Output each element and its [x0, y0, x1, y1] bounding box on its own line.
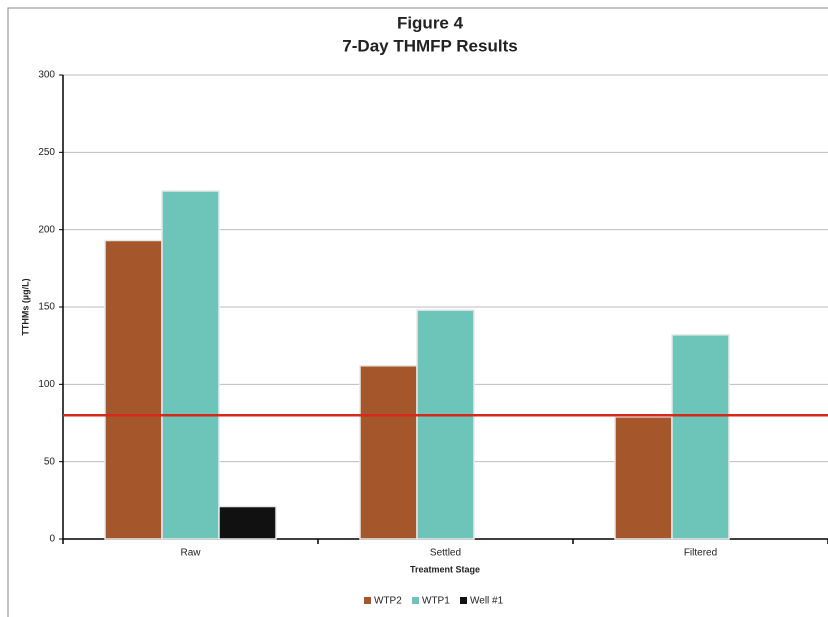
y-tick-label: 200: [38, 224, 55, 235]
x-tick-label: Filtered: [684, 548, 717, 559]
chart-subtitle: 7-Day THMFP Results: [342, 36, 517, 55]
x-axis-title: Treatment Stage: [410, 564, 480, 574]
y-tick-label: 100: [38, 379, 55, 390]
bar: [416, 309, 475, 540]
y-tick-label: 50: [44, 456, 56, 467]
legend-swatch: [460, 597, 467, 604]
chart-title: Figure 4: [397, 13, 464, 32]
y-tick-label: 250: [38, 147, 55, 158]
bar: [359, 365, 418, 540]
legend-label: Well #1: [470, 596, 504, 607]
y-tick-label: 300: [38, 70, 55, 81]
x-tick-label: Settled: [430, 548, 461, 559]
bar: [104, 239, 163, 540]
bar: [671, 334, 730, 540]
bar: [614, 416, 673, 540]
y-tick-label: 0: [49, 534, 55, 545]
legend-swatch: [364, 597, 371, 604]
y-axis-title: TTHMs (µg/L): [20, 278, 30, 335]
legend-swatch: [412, 597, 419, 604]
legend-label: WTP2: [374, 596, 402, 607]
bar: [218, 505, 277, 540]
legend-label: WTP1: [422, 596, 450, 607]
y-tick-label: 150: [38, 302, 55, 313]
bar: [161, 190, 220, 540]
x-tick-label: Raw: [180, 548, 201, 559]
